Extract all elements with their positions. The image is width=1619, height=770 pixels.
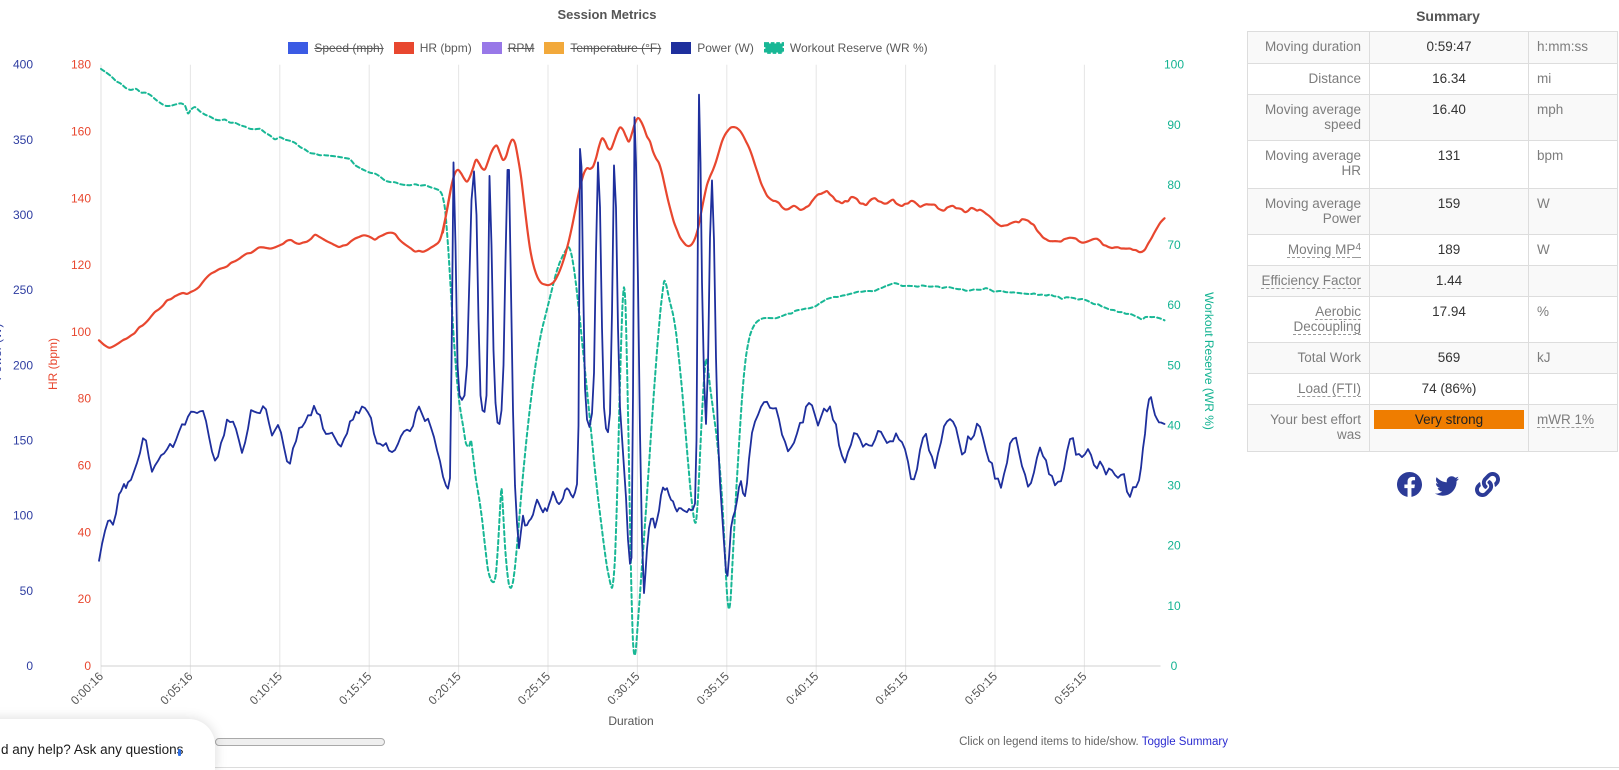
svg-text:100: 100 — [71, 325, 91, 339]
svg-text:200: 200 — [13, 358, 33, 372]
svg-text:100: 100 — [13, 509, 33, 523]
svg-text:160: 160 — [71, 125, 91, 139]
svg-text:Power (W): Power (W) — [0, 324, 4, 381]
svg-text:60: 60 — [78, 459, 92, 473]
svg-text:Workout Reserve (WR %): Workout Reserve (WR %) — [1202, 292, 1216, 430]
svg-text:120: 120 — [71, 258, 91, 272]
svg-text:20: 20 — [78, 592, 92, 606]
svg-text:0:15:15: 0:15:15 — [336, 669, 374, 707]
svg-text:0: 0 — [84, 659, 91, 673]
svg-text:400: 400 — [13, 58, 33, 72]
svg-text:Duration: Duration — [608, 714, 653, 728]
svg-text:0: 0 — [1171, 659, 1178, 673]
svg-text:0: 0 — [26, 659, 33, 673]
svg-text:0:00:16: 0:00:16 — [68, 669, 106, 707]
svg-text:0:50:15: 0:50:15 — [962, 669, 1000, 707]
svg-text:0:40:15: 0:40:15 — [783, 669, 821, 707]
svg-text:140: 140 — [71, 191, 91, 205]
svg-text:50: 50 — [20, 584, 34, 598]
svg-text:50: 50 — [1167, 358, 1181, 372]
svg-text:80: 80 — [1167, 178, 1181, 192]
svg-text:80: 80 — [78, 392, 92, 406]
svg-text:20: 20 — [1167, 539, 1181, 553]
svg-text:60: 60 — [1167, 298, 1181, 312]
svg-text:40: 40 — [1167, 419, 1181, 433]
svg-text:150: 150 — [13, 434, 33, 448]
svg-text:0:10:15: 0:10:15 — [247, 669, 285, 707]
svg-text:350: 350 — [13, 133, 33, 147]
svg-text:250: 250 — [13, 283, 33, 297]
svg-text:0:25:15: 0:25:15 — [515, 669, 553, 707]
svg-text:0:45:15: 0:45:15 — [873, 669, 911, 707]
svg-text:300: 300 — [13, 208, 33, 222]
svg-text:30: 30 — [1167, 479, 1181, 493]
svg-text:HR (bpm): HR (bpm) — [46, 338, 60, 390]
svg-text:0:35:15: 0:35:15 — [694, 669, 732, 707]
svg-text:180: 180 — [71, 58, 91, 72]
svg-text:0:05:16: 0:05:16 — [157, 669, 195, 707]
svg-text:10: 10 — [1167, 599, 1181, 613]
svg-text:100: 100 — [1164, 58, 1184, 72]
svg-text:0:30:15: 0:30:15 — [604, 669, 642, 707]
svg-text:90: 90 — [1167, 118, 1181, 132]
svg-text:70: 70 — [1167, 238, 1181, 252]
svg-text:0:55:15: 0:55:15 — [1051, 669, 1089, 707]
svg-text:0:20:15: 0:20:15 — [426, 669, 464, 707]
svg-text:40: 40 — [78, 525, 92, 539]
